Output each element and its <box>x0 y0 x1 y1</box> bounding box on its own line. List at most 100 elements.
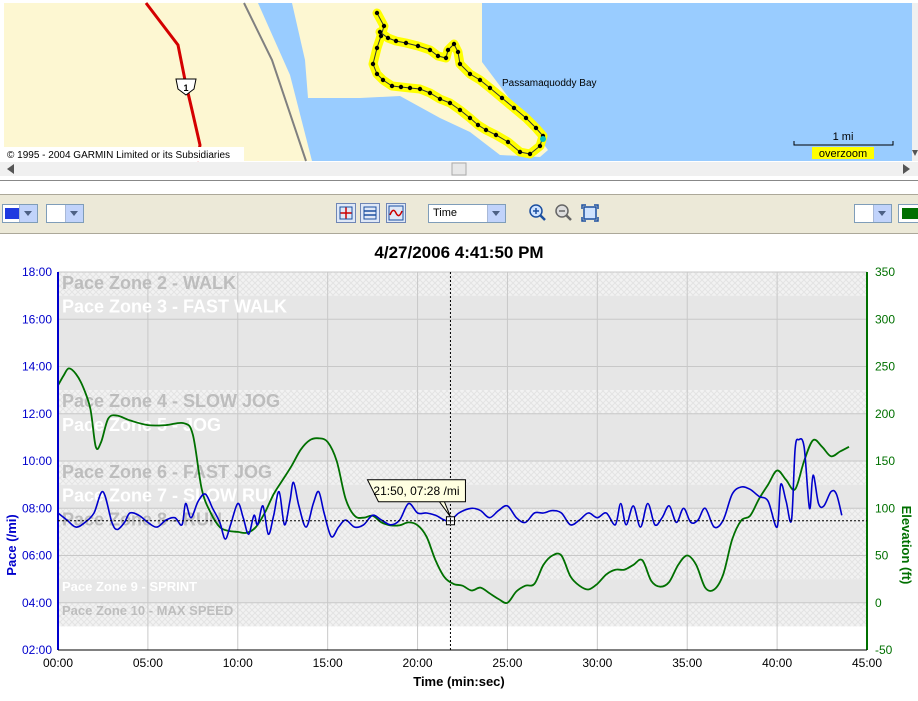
zone-band <box>58 508 867 580</box>
route-point <box>370 61 376 67</box>
zone-band <box>58 461 867 485</box>
route-point <box>537 143 543 149</box>
pace-zone-labels: Pace Zone 2 - WALK Pace Zone 3 - FAST WAL… <box>62 273 287 618</box>
zone-band <box>58 295 867 391</box>
track-route <box>368 8 548 159</box>
map-horizontal-scrollbar[interactable] <box>0 162 918 176</box>
x-tick-label: 40:00 <box>762 656 792 670</box>
chart-toolbar: Time <box>0 194 918 234</box>
y-right-tick-label: 100 <box>875 501 895 515</box>
x-tick-label: 25:00 <box>492 656 522 670</box>
copyright-text: © 1995 - 2004 GARMIN Limited or its Subs… <box>7 150 230 161</box>
zone-label: Pace Zone 9 - SPRINT <box>62 579 197 594</box>
route-point <box>389 83 395 89</box>
wave-button[interactable] <box>386 203 406 223</box>
route-point <box>455 49 461 55</box>
route-point <box>523 115 529 121</box>
map-scale: 1 mi overzoom <box>793 131 894 160</box>
pace-style-select[interactable] <box>46 204 84 223</box>
x-tick-label: 15:00 <box>313 656 343 670</box>
fit-icon <box>581 204 599 222</box>
zoom-out-button[interactable] <box>554 203 574 223</box>
map-canvas[interactable]: 1 Passamaquoddy Bay © 1995 - 2004 GARMIN… <box>0 0 918 180</box>
route-point <box>445 47 451 53</box>
x-tick-label: 30:00 <box>582 656 612 670</box>
zoom-in-button[interactable] <box>528 203 548 223</box>
route-point <box>417 86 423 92</box>
fit-button[interactable] <box>580 203 600 223</box>
svg-text:1: 1 <box>183 83 188 93</box>
route-point <box>435 53 441 59</box>
x-axis-select[interactable]: Time <box>428 204 506 223</box>
y-right-tick-label: 0 <box>875 596 882 610</box>
route-point <box>380 77 386 83</box>
chart-cursor[interactable]: 21:50, 07:28 /mi <box>58 272 867 650</box>
pace-elevation-chart[interactable]: 4/27/2006 4:41:50 PM Pace Zone 2 - WALK P… <box>0 238 918 696</box>
pace-color-select[interactable] <box>2 204 38 223</box>
scroll-left-arrow-icon <box>7 164 14 174</box>
zone-band <box>58 272 867 296</box>
route-point <box>505 139 511 145</box>
route-point <box>457 107 463 113</box>
map-pane[interactable]: 1 Passamaquoddy Bay © 1995 - 2004 GARMIN… <box>0 0 918 181</box>
horizontal-lines-icon <box>363 206 377 220</box>
scroll-thumb <box>451 162 467 176</box>
route-point <box>427 47 433 53</box>
zoom-in-icon <box>529 204 546 221</box>
zoom-out-icon <box>555 204 572 221</box>
svg-text:overzoom: overzoom <box>819 148 867 160</box>
route-point <box>381 23 387 29</box>
route-shield-icon: 1 <box>175 78 197 96</box>
horizontal-lines-button[interactable] <box>360 203 380 223</box>
y-left-tick-label: 06:00 <box>22 549 52 563</box>
chart-axes: 00:00 05:00 10:00 15:00 20:00 25:00 30:00 35:00… <box>22 265 895 670</box>
x-tick-label: 20:00 <box>403 656 433 670</box>
zone-label: Pace Zone 10 - MAX SPEED <box>62 603 233 618</box>
zone-label: Pace Zone 7 - SLOW RUN <box>62 486 281 506</box>
elevation-color-select[interactable] <box>898 204 918 223</box>
chevron-down-icon <box>19 205 37 222</box>
pace-line <box>57 437 843 540</box>
route-point <box>415 43 421 49</box>
chart-svg[interactable]: 4/27/2006 4:41:50 PM Pace Zone 2 - WALKP… <box>0 238 918 696</box>
route-point <box>443 55 449 61</box>
y-right-tick-label: -50 <box>875 643 893 657</box>
x-axis-title: Time (min:sec) <box>413 674 505 689</box>
route-point <box>457 61 463 67</box>
zone-label: Pace Zone 6 - FAST JOG <box>62 462 272 482</box>
cursor-tooltip-text: 21:50, 07:28 /mi <box>373 484 459 498</box>
elevation-line <box>57 367 850 604</box>
x-tick-label: 10:00 <box>223 656 253 670</box>
y-left-tick-label: 10:00 <box>22 454 52 468</box>
y-right-tick-label: 300 <box>875 312 895 326</box>
crosshair-button[interactable] <box>336 203 356 223</box>
x-tick-label: 00:00 <box>43 656 73 670</box>
zone-label: Pace Zone 3 - FAST WALK <box>62 297 287 317</box>
route-point <box>451 41 457 47</box>
route-point <box>378 33 384 39</box>
elevation-style-select[interactable] <box>854 204 892 223</box>
y-right-tick-label: 250 <box>875 360 895 374</box>
route-point <box>511 105 517 111</box>
y-left-tick-label: 16:00 <box>22 312 52 326</box>
land-west <box>4 3 312 161</box>
y-right-tick-label: 350 <box>875 265 895 279</box>
route-point <box>477 77 483 83</box>
map-vertical-scrollbar[interactable] <box>912 3 918 161</box>
route-point <box>533 125 539 131</box>
zone-label: Pace Zone 5 - JOG <box>62 415 221 435</box>
svg-text:1 mi: 1 mi <box>833 131 854 143</box>
blue-swatch-icon <box>5 208 20 219</box>
route-point <box>437 96 443 102</box>
y-left-tick-label: 08:00 <box>22 501 52 515</box>
y-right-tick-label: 150 <box>875 454 895 468</box>
route-point <box>487 85 493 91</box>
chart-title: 4/27/2006 4:41:50 PM <box>374 243 543 262</box>
route-point <box>407 85 413 91</box>
y-left-tick-label: 12:00 <box>22 407 52 421</box>
copyright-bg <box>4 147 244 161</box>
route-point <box>377 29 383 35</box>
x-axis-select-value: Time <box>433 207 458 219</box>
land-peninsula <box>292 3 548 157</box>
scroll-right-arrow-icon <box>903 164 910 174</box>
